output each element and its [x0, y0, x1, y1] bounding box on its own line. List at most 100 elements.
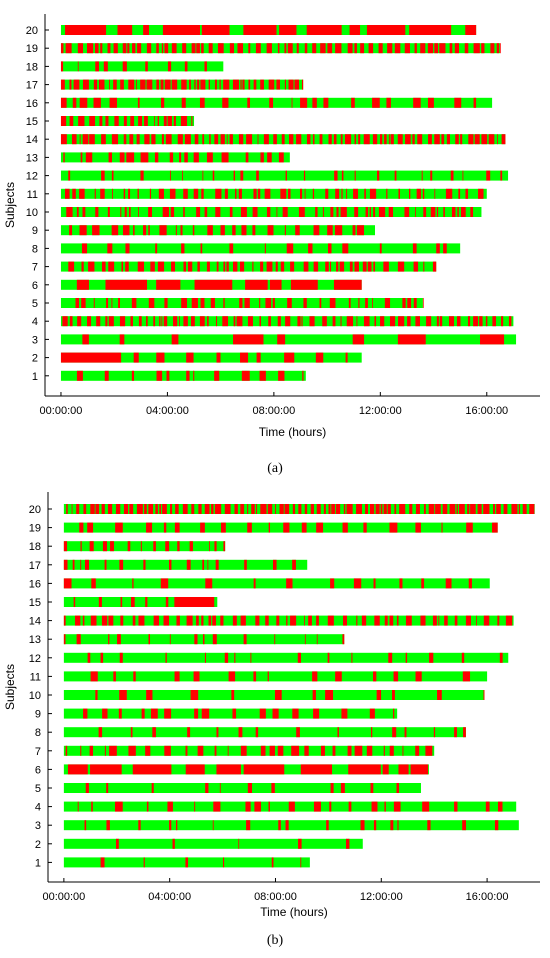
- inactive-segment: [98, 597, 102, 607]
- inactive-segment: [79, 134, 81, 145]
- inactive-segment: [445, 188, 453, 199]
- inactive-segment: [265, 298, 272, 308]
- subject-bar-18: [60, 61, 224, 72]
- inactive-segment: [130, 597, 135, 607]
- inactive-segment: [159, 225, 167, 236]
- inactive-segment: [245, 152, 249, 163]
- inactive-segment: [284, 225, 286, 236]
- inactive-segment: [126, 152, 135, 163]
- inactive-segment: [353, 578, 362, 589]
- inactive-segment: [146, 43, 152, 54]
- inactive-segment: [184, 61, 188, 72]
- inactive-segment: [198, 504, 202, 514]
- y-tick-label: 17: [26, 80, 38, 92]
- inactive-segment: [328, 504, 331, 514]
- inactive-segment: [181, 97, 186, 108]
- inactive-segment: [101, 134, 106, 145]
- inactive-segment: [200, 79, 206, 90]
- inactive-segment: [346, 838, 350, 849]
- inactive-segment: [390, 820, 394, 831]
- inactive-segment: [80, 745, 82, 756]
- inactive-segment: [201, 615, 204, 626]
- inactive-segment: [309, 316, 315, 327]
- inactive-segment: [169, 188, 176, 199]
- inactive-segment: [63, 615, 66, 626]
- inactive-segment: [415, 671, 422, 682]
- inactive-segment: [120, 597, 123, 607]
- inactive-segment: [501, 134, 506, 145]
- inactive-segment: [260, 261, 264, 272]
- inactive-segment: [98, 79, 105, 90]
- inactive-segment: [323, 504, 326, 514]
- inactive-segment: [123, 116, 127, 126]
- inactive-segment: [214, 504, 222, 514]
- inactive-segment: [438, 615, 440, 626]
- inactive-segment: [216, 261, 219, 272]
- x-tick-label: 00:00:00: [40, 405, 83, 417]
- inactive-segment: [382, 764, 389, 775]
- inactive-segment: [76, 370, 83, 381]
- inactive-segment: [123, 504, 129, 514]
- subject-bar-11: [63, 671, 488, 682]
- inactive-segment: [196, 43, 200, 54]
- inactive-segment: [153, 316, 156, 327]
- inactive-segment: [125, 243, 130, 254]
- inactive-segment: [93, 298, 95, 308]
- inactive-segment: [346, 188, 348, 199]
- inactive-segment: [390, 134, 394, 145]
- inactive-segment: [397, 261, 405, 272]
- inactive-segment: [273, 134, 277, 145]
- inactive-segment: [485, 801, 490, 812]
- inactive-segment: [192, 225, 195, 236]
- inactive-segment: [173, 316, 178, 327]
- inactive-segment: [158, 188, 164, 199]
- inactive-segment: [240, 745, 247, 756]
- subject-bar-10: [63, 690, 485, 700]
- inactive-segment: [205, 783, 209, 793]
- inactive-segment: [223, 79, 230, 90]
- inactive-segment: [240, 352, 249, 363]
- inactive-segment: [335, 504, 341, 514]
- inactive-segment: [327, 225, 333, 236]
- inactive-segment: [220, 225, 225, 236]
- y-tick-label: 14: [29, 616, 41, 628]
- inactive-segment: [100, 188, 105, 199]
- inactive-segment: [78, 116, 85, 126]
- inactive-segment: [384, 615, 388, 626]
- inactive-segment: [292, 504, 296, 514]
- inactive-segment: [288, 801, 295, 812]
- subject-bar-7: [63, 745, 435, 756]
- inactive-segment: [159, 316, 161, 327]
- inactive-segment: [222, 97, 229, 108]
- inactive-segment: [480, 334, 505, 345]
- inactive-segment: [416, 188, 421, 199]
- inactive-segment: [505, 615, 513, 626]
- inactive-segment: [100, 652, 104, 663]
- inactive-segment: [243, 764, 285, 775]
- inactive-segment: [342, 615, 348, 626]
- inactive-segment: [394, 170, 397, 181]
- inactive-segment: [107, 207, 110, 217]
- inactive-segment: [304, 43, 308, 54]
- inactive-segment: [372, 298, 373, 308]
- inactive-segment: [333, 134, 337, 145]
- inactive-segment: [397, 334, 426, 345]
- inactive-segment: [492, 522, 498, 533]
- x-tick-label: 04:00:00: [148, 891, 191, 903]
- inactive-segment: [110, 541, 114, 552]
- inactive-segment: [460, 134, 463, 145]
- inactive-segment: [285, 170, 287, 181]
- inactive-segment: [136, 134, 140, 145]
- inactive-segment: [172, 838, 175, 849]
- x-axis-label: Time (hours): [260, 905, 328, 919]
- y-tick-label: 10: [29, 690, 41, 702]
- inactive-segment: [81, 298, 86, 308]
- inactive-segment: [392, 727, 397, 738]
- inactive-segment: [65, 43, 72, 54]
- inactive-segment: [67, 764, 88, 775]
- inactive-segment: [298, 207, 305, 217]
- inactive-segment: [464, 43, 469, 54]
- x-tick-label: 00:00:00: [42, 891, 85, 903]
- inactive-segment: [185, 764, 205, 775]
- inactive-segment: [89, 134, 95, 145]
